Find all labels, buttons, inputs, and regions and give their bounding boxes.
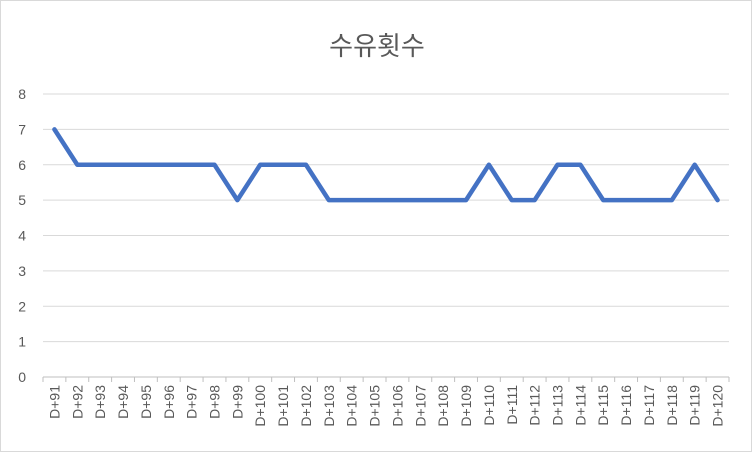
series-group xyxy=(52,127,720,203)
y-tick-label: 2 xyxy=(18,298,26,314)
y-tick-label: 8 xyxy=(18,86,26,102)
data-point xyxy=(213,163,216,167)
x-tick-label: D+117 xyxy=(641,385,657,426)
data-point xyxy=(281,163,285,167)
data-point xyxy=(578,163,582,167)
x-tick-label: D+114 xyxy=(572,385,588,426)
data-point xyxy=(533,198,537,202)
x-tick-label: D+94 xyxy=(115,385,131,419)
x-tick-label: D+113 xyxy=(550,385,566,426)
y-tick-label: 7 xyxy=(18,121,26,137)
x-tick-label: D+110 xyxy=(481,385,497,426)
y-tick-label: 4 xyxy=(18,228,26,244)
data-point xyxy=(258,163,262,167)
data-point xyxy=(624,198,628,202)
series-line xyxy=(52,127,720,203)
x-tick-label: D+115 xyxy=(595,385,611,426)
chart-title: 수유횟수 xyxy=(329,32,425,62)
data-point xyxy=(418,198,422,202)
data-point xyxy=(647,198,651,202)
data-point xyxy=(52,127,56,131)
x-tick-label: D+99 xyxy=(229,385,245,419)
data-point xyxy=(670,198,674,202)
data-point xyxy=(510,198,514,202)
data-point xyxy=(441,198,445,202)
y-tick-label: 5 xyxy=(18,192,26,208)
x-tick-label: D+93 xyxy=(92,385,108,419)
x-axis-tick-labels: D+91 D+92 D+93 D+94 D+95 D+96 D+97 D+98 D+99 D+10… xyxy=(42,377,730,427)
data-point xyxy=(693,163,697,167)
data-point xyxy=(373,198,377,202)
x-tick-label: D+105 xyxy=(367,385,383,427)
x-tick-label: D+97 xyxy=(184,385,200,419)
data-point xyxy=(121,163,125,167)
data-point xyxy=(350,198,354,202)
data-point xyxy=(327,198,331,202)
x-tick-label: D+101 xyxy=(275,385,291,427)
x-tick-label: D+91 xyxy=(46,385,62,419)
x-tick-label: D+96 xyxy=(161,385,177,419)
y-tick-label: 0 xyxy=(18,369,26,385)
data-point xyxy=(487,163,491,167)
x-tick-label: D+102 xyxy=(298,385,314,427)
x-tick-label: D+104 xyxy=(344,385,360,427)
x-tick-label: D+109 xyxy=(458,385,474,427)
x-tick-label: D+119 xyxy=(687,385,703,426)
data-point xyxy=(75,163,79,167)
data-point xyxy=(716,198,720,202)
x-tick-label: D+107 xyxy=(412,385,428,427)
x-tick-label: D+103 xyxy=(321,385,337,427)
data-point xyxy=(395,198,399,202)
x-tick-label: D+116 xyxy=(618,385,634,426)
x-tick-label: D+106 xyxy=(389,385,405,427)
data-point xyxy=(464,198,468,202)
x-tick-label: D+111 xyxy=(504,385,520,425)
x-tick-label: D+118 xyxy=(664,385,680,426)
x-tick-label: D+95 xyxy=(138,385,154,419)
x-tick-label: D+112 xyxy=(527,385,543,426)
y-tick-label: 1 xyxy=(18,334,26,350)
x-tick-label: D+92 xyxy=(69,385,85,419)
x-tick-label: D+98 xyxy=(207,385,223,419)
x-tick-label: D+108 xyxy=(435,385,451,427)
y-tick-label: 6 xyxy=(18,157,26,173)
x-tick-label: D+120 xyxy=(710,385,726,427)
gridlines xyxy=(43,93,729,378)
data-point xyxy=(601,198,605,202)
y-axis-tick-labels: 0 1 2 3 4 5 6 7 8 xyxy=(18,86,26,385)
x-tick-label: D+100 xyxy=(252,385,268,427)
data-point xyxy=(144,163,148,167)
data-point xyxy=(556,163,559,167)
data-point xyxy=(235,198,239,202)
y-tick-label: 3 xyxy=(18,263,26,279)
data-point xyxy=(304,163,308,167)
data-point xyxy=(190,163,194,167)
data-point xyxy=(98,163,102,167)
data-point xyxy=(167,163,171,167)
